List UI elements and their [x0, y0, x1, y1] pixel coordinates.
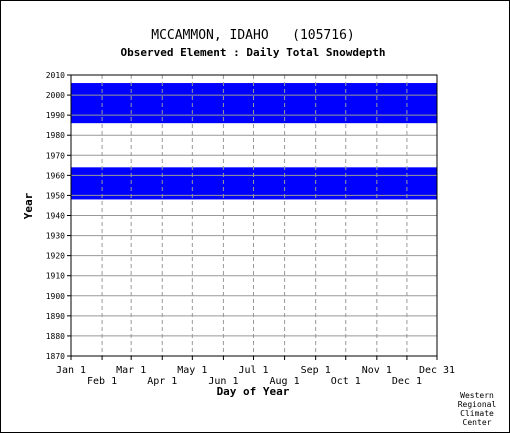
y-axis-label: Year: [22, 192, 35, 219]
x-tick-label-top: Mar 1: [116, 365, 146, 376]
x-tick-label-bottom: Dec 1: [392, 376, 422, 387]
x-tick-label-top: Nov 1: [362, 365, 392, 376]
x-tick-label-bottom: Feb 1: [87, 376, 117, 387]
y-tick-label: 2010: [46, 71, 65, 80]
y-tick-label: 1970: [46, 151, 65, 160]
x-axis-ticks: Jan 1 Mar 1 May 1 Jul 1 Sep 1 Nov 1 Dec 31 Feb …: [56, 356, 455, 387]
x-tick-label-bottom: Aug 1: [270, 376, 300, 387]
observed-periods: [71, 83, 437, 200]
y-tick-label: 1910: [46, 272, 65, 281]
observed-period-2: [71, 83, 437, 124]
y-tick-label: 2000: [46, 91, 65, 100]
credit-line: Center: [463, 418, 492, 427]
x-tick-label-bottom: Apr 1: [147, 376, 177, 387]
y-tick-label: 1960: [46, 171, 65, 180]
y-tick-label: 1940: [46, 212, 65, 221]
credit-line: Climate: [460, 409, 494, 418]
x-tick-label-top: Dec 31: [419, 365, 455, 376]
x-tick-label-top: Sep 1: [301, 365, 331, 376]
x-tick-label-top: Jan 1: [56, 365, 86, 376]
y-tick-label: 1980: [46, 131, 65, 140]
x-tick-label-bottom: Oct 1: [331, 376, 361, 387]
y-tick-label: 1920: [46, 252, 65, 261]
x-tick-label-top: May 1: [177, 365, 207, 376]
x-tick-label-bottom: Jun 1: [208, 376, 238, 387]
credit-line: Regional: [458, 400, 497, 409]
chart-subtitle: Observed Element : Daily Total Snowdepth: [121, 46, 386, 59]
y-tick-label: 1950: [46, 191, 65, 200]
credit-line: Western: [460, 391, 494, 400]
x-tick-label-top: Jul 1: [238, 365, 268, 376]
y-tick-label: 1890: [46, 312, 65, 321]
y-tick-label: 1880: [46, 332, 65, 341]
y-tick-label: 1870: [46, 352, 65, 361]
chart-title: MCCAMMON, IDAHO (105716): [151, 28, 355, 43]
y-tick-label: 1930: [46, 232, 65, 241]
y-tick-label: 1990: [46, 111, 65, 120]
y-axis-ticks: 1870 1880 1890 1900 1910 1920 1930 1940 1950 1960…: [46, 71, 71, 361]
x-axis-label: Day of Year: [217, 385, 290, 398]
y-tick-label: 1900: [46, 292, 65, 301]
grid-lines: [71, 75, 437, 356]
observed-period-1: [71, 167, 437, 200]
